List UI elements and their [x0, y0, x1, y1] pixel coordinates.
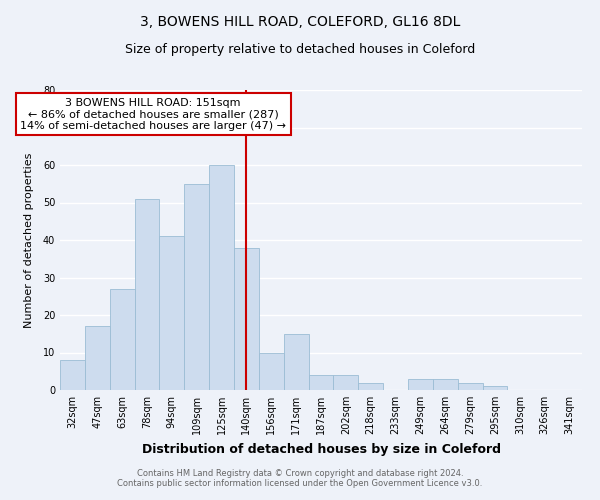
Bar [110, 289, 134, 390]
Text: Contains public sector information licensed under the Open Government Licence v3: Contains public sector information licen… [118, 478, 482, 488]
Bar [85, 326, 110, 390]
Text: 3 BOWENS HILL ROAD: 151sqm
← 86% of detached houses are smaller (287)
14% of sem: 3 BOWENS HILL ROAD: 151sqm ← 86% of deta… [20, 98, 286, 130]
Bar [60, 360, 85, 390]
Text: Size of property relative to detached houses in Coleford: Size of property relative to detached ho… [125, 42, 475, 56]
X-axis label: Distribution of detached houses by size in Coleford: Distribution of detached houses by size … [142, 442, 500, 456]
Bar [433, 379, 458, 390]
Bar [284, 334, 308, 390]
Bar [408, 379, 433, 390]
Text: Contains HM Land Registry data © Crown copyright and database right 2024.: Contains HM Land Registry data © Crown c… [137, 468, 463, 477]
Y-axis label: Number of detached properties: Number of detached properties [25, 152, 34, 328]
Bar [134, 198, 160, 390]
Bar [308, 375, 334, 390]
Bar [209, 165, 234, 390]
Text: 3, BOWENS HILL ROAD, COLEFORD, GL16 8DL: 3, BOWENS HILL ROAD, COLEFORD, GL16 8DL [140, 15, 460, 29]
Bar [184, 184, 209, 390]
Bar [334, 375, 358, 390]
Bar [458, 382, 482, 390]
Bar [160, 236, 184, 390]
Bar [482, 386, 508, 390]
Bar [234, 248, 259, 390]
Bar [259, 352, 284, 390]
Bar [358, 382, 383, 390]
